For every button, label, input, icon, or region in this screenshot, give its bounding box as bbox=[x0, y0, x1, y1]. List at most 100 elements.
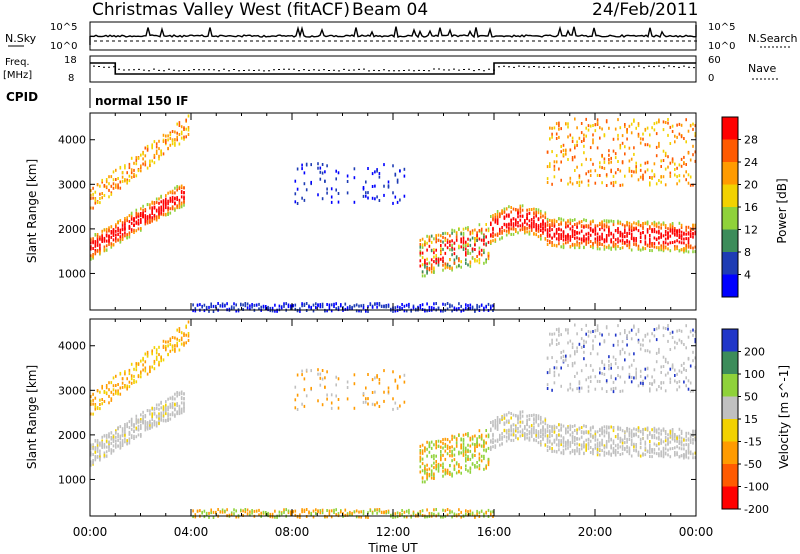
power-echo-cell bbox=[528, 219, 531, 223]
velocity-echo-cell bbox=[433, 466, 435, 470]
power-echo-cell bbox=[519, 218, 522, 222]
power-echo-cell bbox=[321, 302, 324, 306]
velocity-echo-cell bbox=[676, 341, 678, 345]
power-echo-cell bbox=[96, 240, 99, 244]
velocity-echo-cell bbox=[589, 375, 592, 379]
power-echo-cell bbox=[430, 263, 433, 267]
power-echo-cell bbox=[524, 219, 526, 222]
velocity-echo-cell bbox=[612, 343, 615, 347]
power-echo-cell bbox=[642, 222, 644, 226]
velocity-echo-cell bbox=[474, 449, 476, 453]
velocity-echo-cell bbox=[646, 450, 649, 454]
velocity-echo-cell bbox=[283, 510, 285, 514]
power-echo-cell bbox=[112, 243, 115, 247]
power-echo-cell bbox=[676, 230, 678, 234]
velocity-echo-cell bbox=[299, 513, 301, 517]
velocity-echo-cell bbox=[244, 508, 247, 511]
velocity-echo-cell bbox=[649, 455, 651, 458]
velocity-echo-cell bbox=[130, 374, 133, 378]
velocity-echo-cell bbox=[399, 404, 401, 408]
power-echo-cell bbox=[674, 168, 676, 171]
power-echo-cell bbox=[203, 309, 206, 313]
velocity-echo-cell bbox=[337, 406, 340, 410]
power-echo-cell bbox=[124, 227, 126, 231]
velocity-echo-cell bbox=[617, 450, 619, 454]
velocity-echo-cell bbox=[674, 435, 676, 439]
velocity-echo-cell bbox=[596, 453, 599, 457]
power-echo-cell bbox=[162, 133, 165, 137]
velocity-echo-cell bbox=[608, 367, 610, 371]
power-echo-cell bbox=[426, 248, 428, 252]
velocity-echo-cell bbox=[617, 434, 619, 438]
power-echo-cell bbox=[183, 135, 185, 139]
power-echo-cell bbox=[471, 247, 474, 251]
velocity-echo-cell bbox=[442, 453, 444, 457]
power-echo-cell bbox=[644, 143, 647, 147]
velocity-echo-cell bbox=[110, 451, 113, 455]
power-echo-cell bbox=[360, 309, 362, 313]
power-echo-cell bbox=[90, 196, 92, 200]
power-echo-cell bbox=[140, 220, 142, 224]
power-echo-cell bbox=[165, 206, 167, 210]
velocity-echo-cell bbox=[124, 437, 126, 441]
velocity-echo-cell bbox=[401, 512, 403, 516]
power-echo-cell bbox=[515, 208, 517, 211]
power-echo-cell bbox=[574, 236, 576, 240]
power-echo-cell bbox=[108, 188, 110, 192]
power-echo-cell bbox=[178, 121, 181, 125]
power-echo-cell bbox=[424, 265, 426, 269]
power-echo-cell bbox=[494, 220, 497, 224]
power-echo-cell bbox=[551, 236, 553, 240]
power-echo-cell bbox=[176, 198, 178, 201]
velocity-echo-cell bbox=[599, 433, 601, 437]
power-echo-cell bbox=[653, 220, 656, 224]
velocity-echo-cell bbox=[335, 394, 337, 398]
power-echo-cell bbox=[580, 229, 583, 233]
velocity-echo-cell bbox=[483, 467, 485, 471]
power-echo-cell bbox=[542, 223, 544, 227]
power-echo-cell bbox=[546, 234, 549, 238]
velocity-echo-cell bbox=[565, 328, 567, 332]
velocity-echo-cell bbox=[474, 515, 476, 519]
power-echo-cell bbox=[605, 184, 608, 187]
power-echo-cell bbox=[594, 169, 597, 173]
velocity-echo-cell bbox=[546, 440, 549, 444]
velocity-echo-cell bbox=[658, 347, 660, 351]
power-echo-cell bbox=[130, 221, 133, 225]
velocity-echo-cell bbox=[408, 508, 410, 512]
power-echo-cell bbox=[669, 234, 672, 238]
velocity-echo-cell bbox=[546, 445, 549, 449]
velocity-echo-cell bbox=[628, 330, 631, 334]
power-echo-cell bbox=[599, 174, 601, 177]
velocity-echo-cell bbox=[167, 344, 169, 348]
velocity-echo-cell bbox=[637, 384, 640, 388]
velocity-echo-cell bbox=[233, 512, 235, 516]
velocity-echo-cell bbox=[667, 442, 669, 446]
velocity-echo-cell bbox=[592, 426, 594, 430]
power-echo-cell bbox=[124, 219, 126, 223]
velocity-echo-cell bbox=[578, 448, 581, 451]
power-echo-cell bbox=[658, 179, 660, 182]
velocity-echo-cell bbox=[471, 453, 474, 457]
velocity-echo-cell bbox=[158, 414, 160, 418]
power-echo-cell bbox=[680, 135, 683, 139]
velocity-echo-cell bbox=[549, 439, 551, 443]
power-echo-cell bbox=[319, 305, 322, 309]
power-echo-cell bbox=[392, 309, 394, 313]
power-echo-cell bbox=[435, 261, 437, 265]
power-echo-cell bbox=[221, 302, 224, 306]
power-echo-cell bbox=[505, 229, 508, 233]
velocity-echo-cell bbox=[371, 402, 374, 406]
power-echo-cell bbox=[165, 194, 167, 198]
velocity-echo-cell bbox=[692, 438, 694, 442]
power-echo-cell bbox=[503, 229, 506, 233]
power-echo-cell bbox=[565, 221, 567, 225]
power-echo-cell bbox=[662, 240, 665, 244]
power-echo-cell bbox=[589, 146, 592, 150]
power-echo-cell bbox=[155, 145, 158, 149]
velocity-echo-cell bbox=[549, 343, 551, 347]
velocity-echo-cell bbox=[687, 431, 690, 435]
power-echo-cell bbox=[655, 238, 658, 241]
power-echo-cell bbox=[483, 261, 485, 265]
power-echo-cell bbox=[558, 217, 560, 221]
